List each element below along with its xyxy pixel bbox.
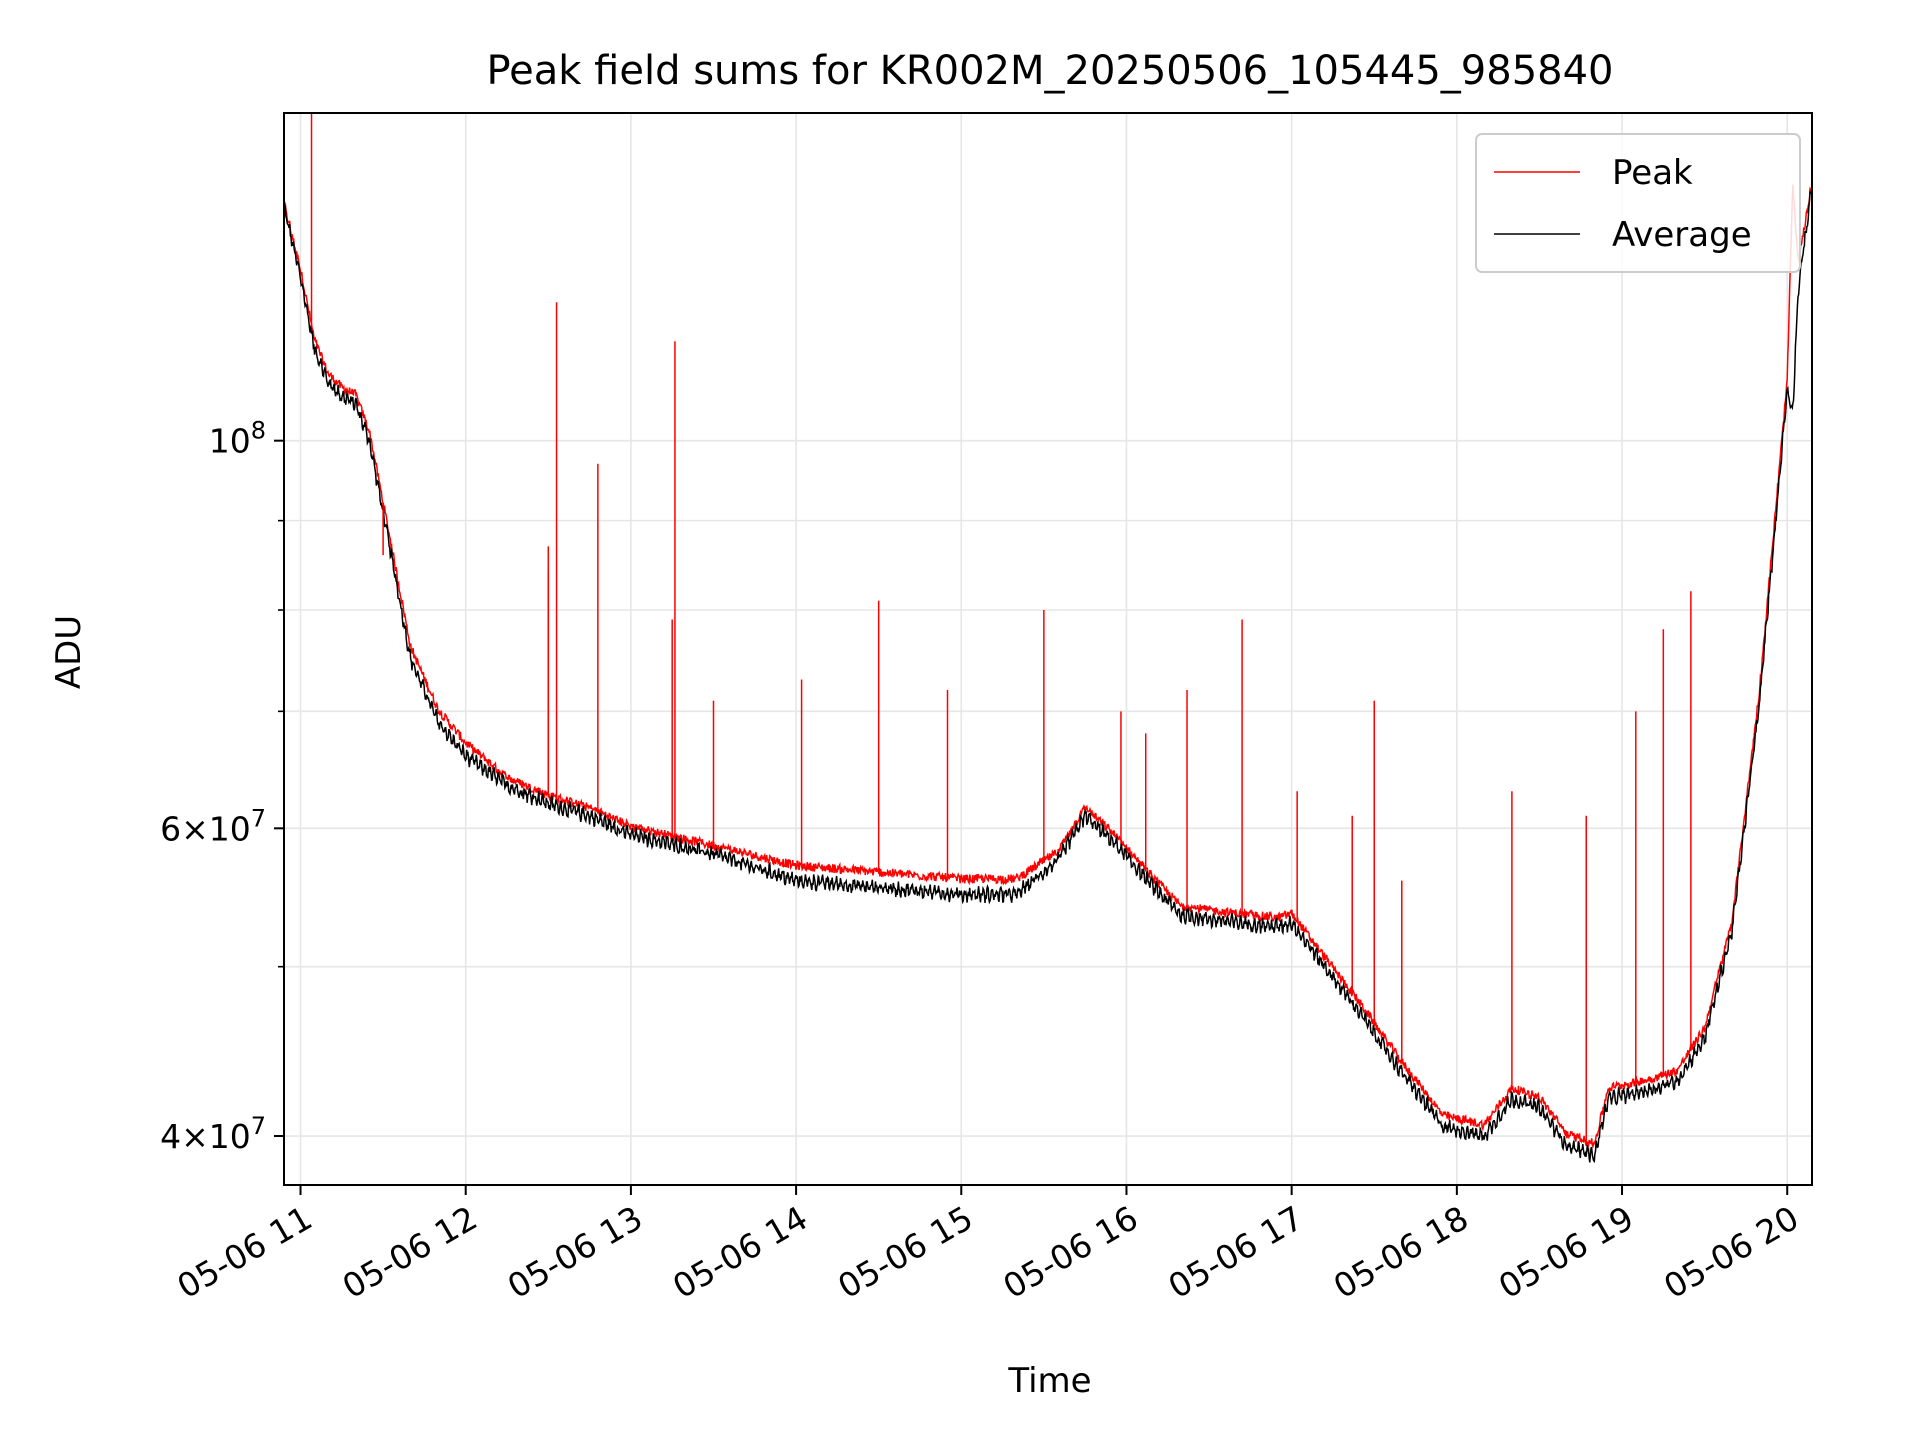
legend-peak-label: Peak xyxy=(1612,153,1693,193)
series-line-average xyxy=(284,189,1812,1164)
y-tick-label: 108 xyxy=(209,417,266,461)
y-tick-label: 6×107 xyxy=(160,804,266,848)
grid-layer xyxy=(284,113,1812,1185)
series-line-peak xyxy=(284,183,1812,1149)
legend: Peak Average xyxy=(1475,133,1801,273)
plot-frame xyxy=(283,112,1813,1186)
legend-box xyxy=(1475,133,1801,273)
series-layer xyxy=(284,113,1812,1164)
chart-title: Peak field sums for KR002M_20250506_1054… xyxy=(486,48,1613,94)
y-tick-label: 4×107 xyxy=(160,1112,266,1156)
legend-average-label: Average xyxy=(1612,215,1752,255)
y-axis-label: ADU xyxy=(49,615,89,689)
x-axis-label: Time xyxy=(1007,1361,1091,1401)
